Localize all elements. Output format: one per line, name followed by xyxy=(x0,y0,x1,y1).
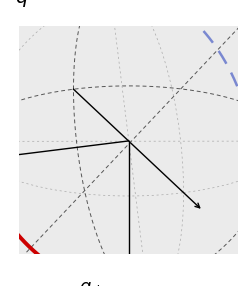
Text: $q$: $q$ xyxy=(15,0,28,9)
Text: $q_d$: $q_d$ xyxy=(79,280,101,286)
Point xyxy=(70,275,74,279)
